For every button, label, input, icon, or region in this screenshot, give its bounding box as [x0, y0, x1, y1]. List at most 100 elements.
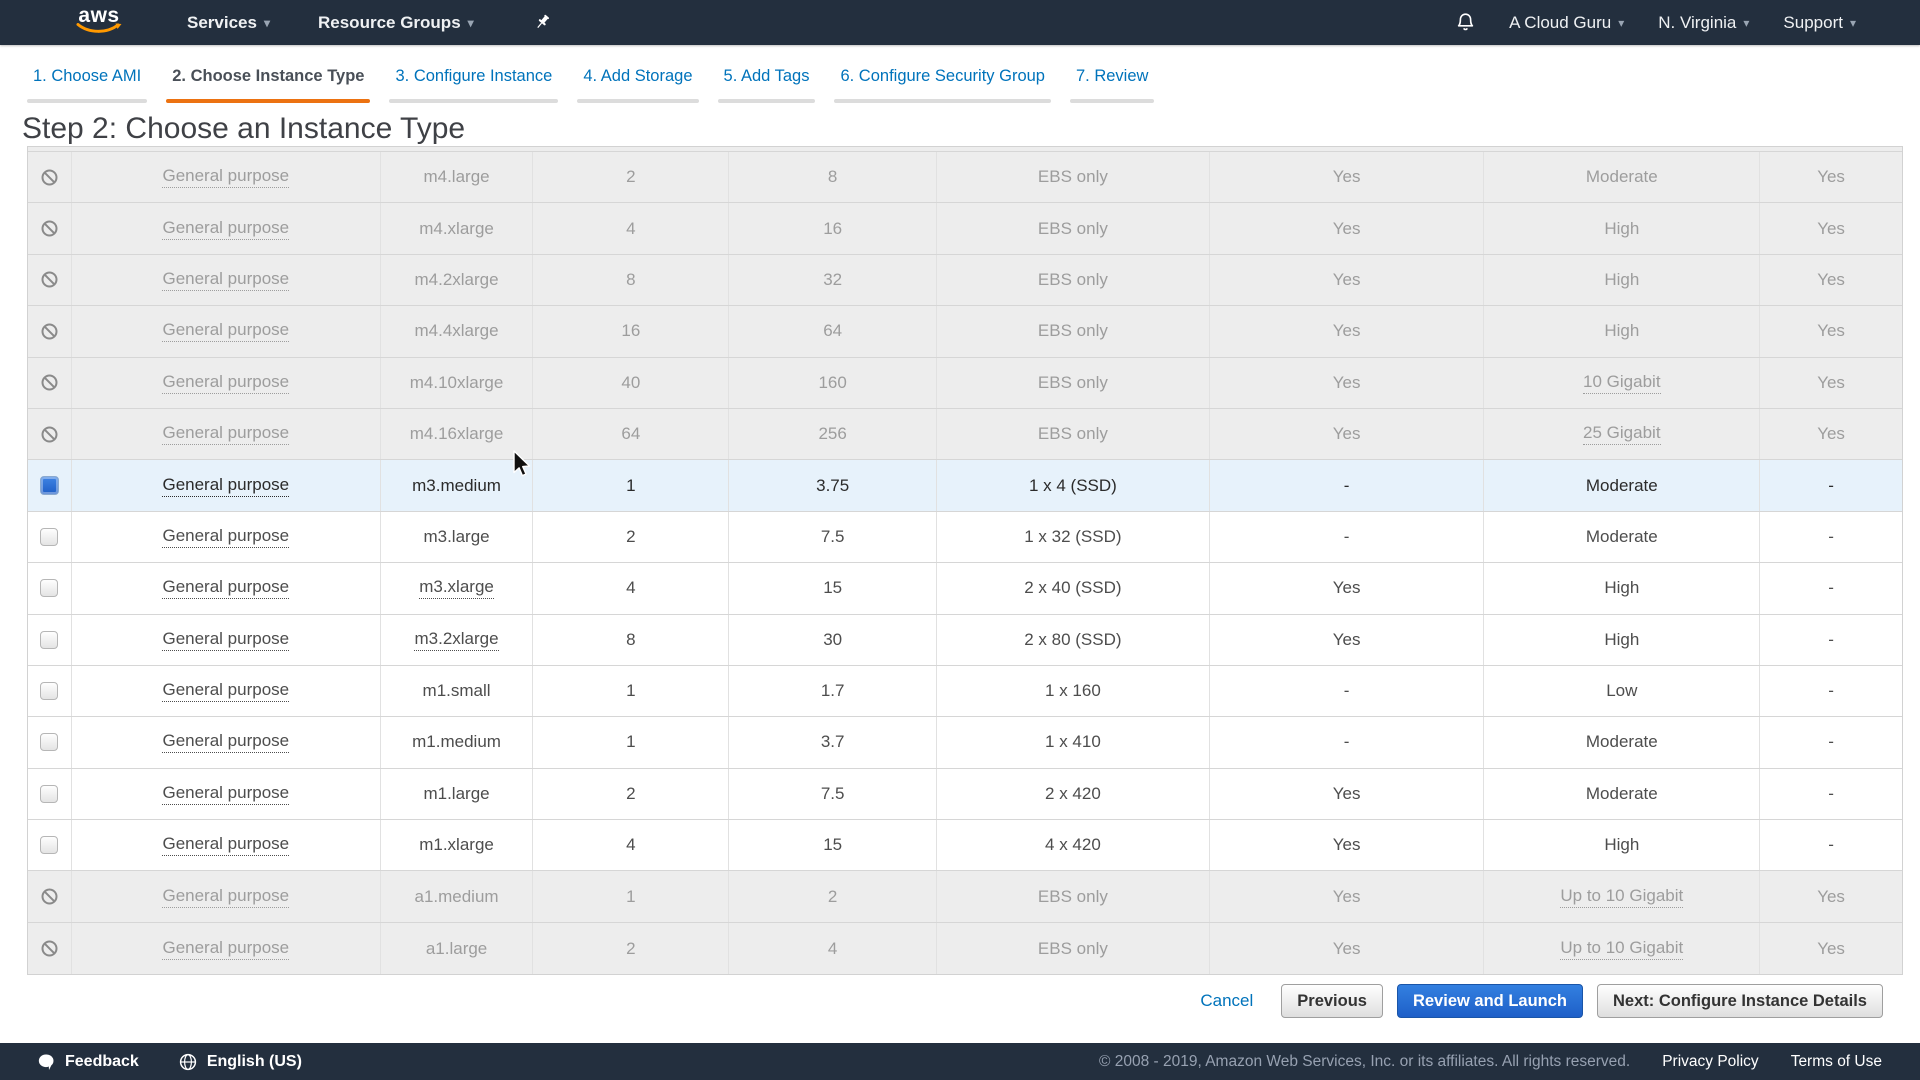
wizard-step-6-configure-security-group[interactable]: 6. Configure Security Group: [834, 67, 1051, 103]
cell-family-tooltip-link[interactable]: General purpose: [162, 475, 290, 497]
wizard-step-5-add-tags[interactable]: 5. Add Tags: [717, 67, 816, 103]
account-menu[interactable]: A Cloud Guru ▾: [1509, 12, 1625, 32]
cell-network-performance-tooltip-link[interactable]: 25 Gigabit: [1583, 423, 1661, 446]
table-row[interactable]: General purpose m4.xlarge 4 16 EBS only Yes Hi…: [28, 203, 1902, 255]
row-select-cell[interactable]: [28, 768, 72, 820]
feedback-button[interactable]: Feedback: [37, 1053, 139, 1071]
cell-network-performance-tooltip-link[interactable]: 10 Gigabit: [1583, 372, 1661, 394]
review-and-launch-button[interactable]: Review and Launch: [1396, 984, 1584, 1018]
privacy-policy-link[interactable]: Privacy Policy: [1662, 1052, 1759, 1070]
row-select-cell[interactable]: [28, 460, 72, 511]
cell-family-tooltip-link[interactable]: General purpose: [162, 938, 290, 960]
support-menu[interactable]: Support ▾: [1783, 12, 1856, 32]
row-checkbox[interactable]: [40, 579, 59, 598]
cell-memory: 3.7: [729, 717, 938, 768]
wizard-step-1-choose-ami[interactable]: 1. Choose AMI: [27, 67, 148, 103]
cell-family-tooltip-link[interactable]: General purpose: [162, 218, 290, 240]
row-select-cell[interactable]: [28, 717, 72, 768]
row-select-cell[interactable]: [28, 665, 72, 717]
row-select-cell[interactable]: [28, 203, 72, 254]
cell-family-tooltip-link[interactable]: General purpose: [162, 834, 290, 857]
row-select-cell[interactable]: [28, 511, 72, 563]
cell-family-tooltip-link[interactable]: General purpose: [162, 166, 290, 189]
row-select-cell[interactable]: [28, 306, 72, 357]
wizard-step-3-configure-instance[interactable]: 3. Configure Instance: [389, 67, 559, 103]
table-row[interactable]: General purpose m3.xlarge 4 15 2 x 40 (SSD) Y…: [28, 563, 1902, 615]
cell-family-tooltip-link[interactable]: General purpose: [162, 629, 290, 651]
wizard-steps-bar: 1. Choose AMI 2. Choose Instance Type 3.…: [27, 67, 1179, 103]
cell-family-tooltip-link[interactable]: General purpose: [162, 577, 290, 600]
row-select-cell[interactable]: [28, 922, 72, 975]
row-checkbox-checked[interactable]: [39, 476, 59, 496]
cell-instance-type-tooltip-link[interactable]: m3.2xlarge: [414, 629, 499, 651]
cell-family-tooltip-link[interactable]: General purpose: [162, 320, 290, 343]
row-select-cell[interactable]: [28, 563, 72, 614]
language-selector[interactable]: English (US): [179, 1053, 302, 1071]
table-row[interactable]: General purpose m3.large 2 7.5 1 x 32 (SSD) -…: [28, 511, 1902, 564]
nav-resource-groups-menu[interactable]: Resource Groups ▾: [318, 12, 474, 32]
aws-logo[interactable]: aws: [74, 5, 124, 34]
cell-family: General purpose: [72, 357, 381, 408]
cell-ipv6-support: -: [1828, 475, 1834, 495]
row-select-cell[interactable]: [28, 614, 72, 665]
cell-instance-storage: 1 x 410: [937, 717, 1210, 768]
cell-family-tooltip-link[interactable]: General purpose: [162, 680, 290, 703]
table-row[interactable]: General purpose m3.medium 1 3.75 1 x 4 (SSD)…: [28, 460, 1902, 512]
table-row[interactable]: General purpose m1.large 2 7.5 2 x 420 Yes Mod…: [28, 768, 1902, 821]
cell-network-performance-tooltip-link[interactable]: Up to 10 Gigabit: [1560, 886, 1684, 908]
wizard-step-7-review[interactable]: 7. Review: [1069, 67, 1155, 103]
cell-family-tooltip-link[interactable]: General purpose: [162, 372, 290, 394]
next-configure-instance-details-button[interactable]: Next: Configure Instance Details: [1597, 984, 1883, 1018]
cell-family-tooltip-link[interactable]: General purpose: [162, 731, 290, 754]
table-row[interactable]: General purpose a1.large 2 4 EBS only Yes Up t…: [28, 922, 1902, 975]
cell-instance-storage: 2 x 420: [937, 768, 1210, 820]
cell-instance-type: m3.2xlarge: [381, 614, 534, 665]
cell-ipv6-support: -: [1828, 732, 1834, 752]
table-row[interactable]: General purpose m4.10xlarge 40 160 EBS only Y…: [28, 357, 1902, 409]
table-row[interactable]: General purpose a1.medium 1 2 EBS only Yes Up …: [28, 871, 1902, 923]
row-checkbox[interactable]: [40, 527, 59, 546]
row-select-cell[interactable]: [28, 408, 72, 460]
cell-vcpus: 2: [533, 511, 730, 563]
notifications-bell-icon[interactable]: [1456, 0, 1475, 45]
table-row[interactable]: General purpose m1.small 1 1.7 1 x 160- Low -: [28, 665, 1902, 718]
cell-family-tooltip-link[interactable]: General purpose: [162, 783, 290, 805]
pushpin-icon[interactable]: [534, 0, 551, 45]
row-checkbox[interactable]: [40, 630, 59, 649]
table-row[interactable]: General purpose m3.2xlarge 8 30 2 x 80 (SSD)…: [28, 614, 1902, 666]
cell-family-tooltip-link[interactable]: General purpose: [162, 269, 290, 291]
table-row[interactable]: General purpose m4.large 2 8 EBS only Yes Mode…: [28, 152, 1902, 204]
wizard-step-2-choose-instance-type[interactable]: 2. Choose Instance Type: [166, 67, 371, 103]
row-select-cell[interactable]: [28, 254, 72, 306]
row-select-cell[interactable]: [28, 152, 72, 203]
cell-instance-type: m1.small: [381, 665, 534, 717]
row-checkbox[interactable]: [40, 682, 59, 701]
cell-network-performance-tooltip-link[interactable]: Up to 10 Gigabit: [1560, 938, 1684, 960]
cell-memory: 7.5: [729, 768, 938, 820]
table-row[interactable]: General purpose m4.2xlarge 8 32 EBS only Yes H…: [28, 254, 1902, 307]
cell-family-tooltip-link[interactable]: General purpose: [162, 526, 290, 548]
row-select-cell[interactable]: [28, 357, 72, 408]
cell-family-tooltip-link[interactable]: General purpose: [162, 423, 290, 446]
row-select-cell[interactable]: [28, 871, 72, 922]
cell-instance-type-tooltip-link[interactable]: m3.xlarge: [419, 577, 494, 600]
instance-table-body: General purpose m4.large 2 8 EBS only Yes Mode…: [28, 152, 1902, 975]
caret-down-icon: ▾: [1618, 15, 1625, 30]
table-row[interactable]: General purpose m1.medium 1 3.7 1 x 410- Mode…: [28, 717, 1902, 769]
terms-of-use-link[interactable]: Terms of Use: [1790, 1052, 1882, 1070]
cell-network-performance: Moderate: [1484, 717, 1761, 768]
row-checkbox[interactable]: [40, 733, 59, 752]
row-checkbox[interactable]: [40, 836, 59, 855]
wizard-step-4-add-storage[interactable]: 4. Add Storage: [577, 67, 699, 103]
cancel-link[interactable]: Cancel: [1200, 991, 1254, 1010]
table-row[interactable]: General purpose m4.16xlarge 64 256 EBS only Y…: [28, 408, 1902, 461]
row-checkbox[interactable]: [40, 784, 59, 803]
nav-services-menu[interactable]: Services ▾: [187, 12, 270, 32]
table-row[interactable]: General purpose m4.4xlarge 16 64 EBS only Yes…: [28, 306, 1902, 358]
table-row[interactable]: General purpose m1.xlarge 4 15 4 x 420 Yes Hig…: [28, 820, 1902, 872]
previous-button[interactable]: Previous: [1281, 984, 1383, 1018]
row-select-cell[interactable]: [28, 820, 72, 871]
region-menu[interactable]: N. Virginia ▾: [1658, 12, 1750, 32]
cell-family-tooltip-link[interactable]: General purpose: [162, 886, 290, 908]
cell-family: General purpose: [72, 614, 381, 665]
